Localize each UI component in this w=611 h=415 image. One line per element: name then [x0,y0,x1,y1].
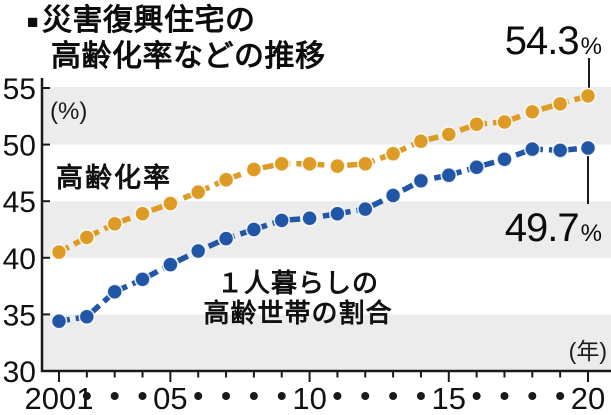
x-tick-label: 20 [571,381,605,415]
x-tick-dot [194,392,203,400]
data-point-aging-rate [50,243,68,261]
title-bullet-icon: ■ [27,12,39,33]
y-tick-label: 35 [3,299,36,332]
data-point-aging-rate [468,115,485,133]
data-point-single-elderly [50,312,68,330]
y-tick-label: 50 [3,130,36,163]
x-tick-dot [82,392,91,400]
y-tick-label: 55 [3,73,36,106]
data-point-aging-rate [523,103,541,121]
y-tick-label: 45 [3,186,36,219]
chart-title: ■ 災害復興住宅の 高齢化率などの推移 [27,4,326,73]
data-point-single-elderly [189,242,207,260]
data-point-single-elderly [579,139,597,157]
data-point-aging-rate [134,205,151,222]
data-point-single-elderly [523,140,541,158]
x-tick-label: 15 [432,381,466,415]
x-tick-dot [500,392,509,400]
data-point-single-elderly [273,212,291,229]
data-point-aging-rate [162,195,179,212]
y-tick-label: 30 [3,356,36,389]
x-tick-dot [472,392,481,400]
y-axis-unit-label: (%) [50,98,88,125]
x-tick-label: 2001 [25,381,94,415]
series-label-aging-rate: 高齢化率 [56,163,172,193]
data-point-single-elderly [106,283,123,301]
data-point-aging-rate [356,155,374,173]
data-point-aging-rate [217,171,235,188]
series-label-single-elderly: １人暮らしの 高齢世帯の割合 [178,268,418,328]
aging-rate-end-unit: % [580,33,602,60]
series-label-single-elderly-line1: １人暮らしの [216,268,379,298]
x-tick-dot [528,392,537,400]
single-elderly-end-number: 49.7 [504,206,580,250]
x-tick-dot [110,392,119,400]
aging-rate-end-number: 54.3 [504,19,580,63]
x-tick-dot [333,392,342,400]
series-label-single-elderly-line2: 高齢世帯の割合 [203,298,393,328]
x-tick-dot [138,392,147,400]
data-point-single-elderly [496,151,513,168]
data-point-single-elderly [78,308,96,326]
data-point-aging-rate [579,87,597,105]
data-point-single-elderly [412,172,430,190]
data-point-single-elderly [134,270,151,288]
data-point-single-elderly [356,200,374,218]
data-point-aging-rate [551,95,569,113]
data-point-single-elderly [217,230,235,247]
data-point-aging-rate [384,145,402,162]
data-point-single-elderly [440,166,458,184]
data-point-aging-rate [189,183,207,201]
x-tick-dot [222,392,231,400]
data-point-aging-rate [301,155,318,173]
data-point-aging-rate [440,126,458,143]
x-tick-dot [361,392,370,400]
data-point-single-elderly [301,209,318,227]
y-tick-label: 40 [3,243,36,276]
series-line-single-elderly [58,145,589,324]
data-point-aging-rate [78,229,96,246]
single-elderly-end-value: 49.7% [505,206,602,251]
data-point-aging-rate [496,113,513,131]
data-point-single-elderly [551,142,569,159]
y-grid-band [42,314,611,371]
x-tick-dot [556,392,565,400]
data-point-single-elderly [162,256,179,273]
title-line1: 災害復興住宅の [41,4,256,37]
x-tick-dot [389,392,398,400]
x-tick-label: 10 [292,381,326,415]
data-point-single-elderly [329,205,346,222]
data-point-single-elderly [468,158,485,176]
data-point-aging-rate [273,155,291,173]
data-point-aging-rate [106,215,123,233]
x-tick-dot [416,392,425,400]
aging-rate-end-value: 54.3% [505,19,602,64]
data-point-single-elderly [245,221,263,238]
x-axis-unit-label: (年) [568,338,607,364]
x-tick-dot [249,392,258,400]
single-elderly-end-unit: % [580,220,602,247]
data-point-aging-rate [245,161,263,178]
data-point-aging-rate [412,132,430,150]
x-tick-dot [277,392,286,400]
data-point-single-elderly [384,187,402,204]
x-tick-label: 05 [153,381,187,415]
data-point-aging-rate [329,157,346,175]
title-line2: 高齢化率などの推移 [51,40,326,73]
